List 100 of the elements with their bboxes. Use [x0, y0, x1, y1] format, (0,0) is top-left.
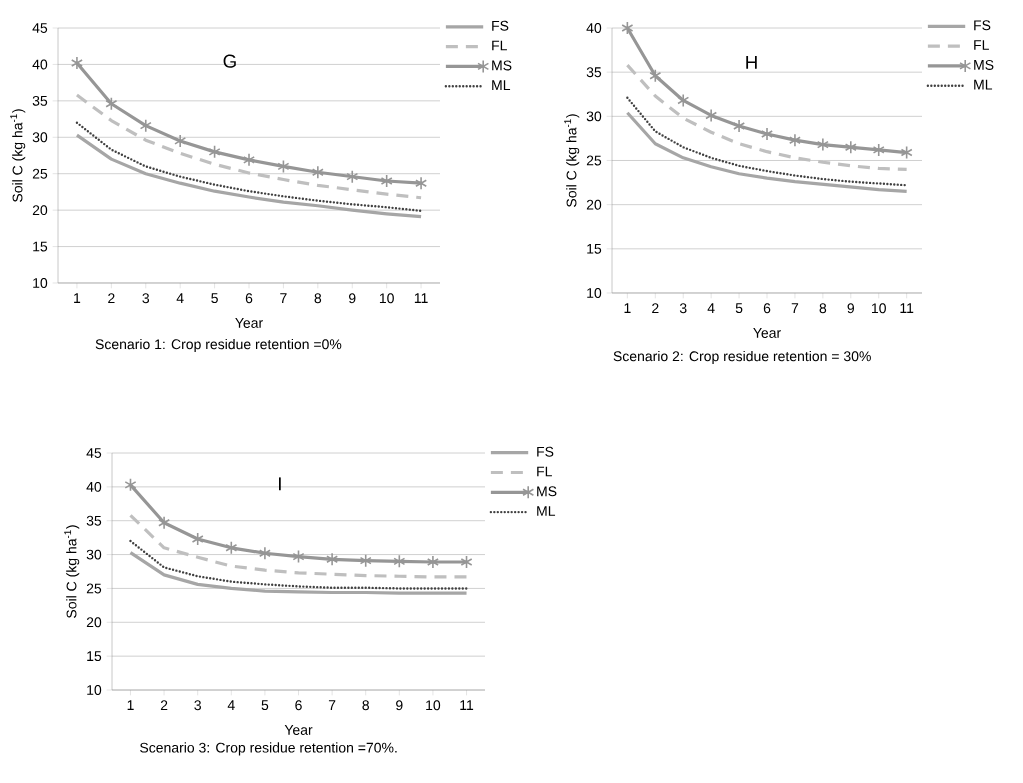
- point: [872, 143, 885, 157]
- y-tick-label: 10: [33, 278, 48, 288]
- point: [788, 133, 801, 147]
- legend-label: FS: [492, 20, 509, 31]
- legend-label: MS: [492, 60, 512, 71]
- x-tick-label: 10: [872, 303, 886, 314]
- y-tick-label: 30: [32, 132, 48, 143]
- line-series: [75, 93, 423, 200]
- text: Scenario 2: Crop residue retention = 30%: [613, 350, 871, 364]
- x-tick-label: 10: [426, 700, 441, 711]
- y-tick-label: 25: [86, 583, 102, 594]
- y-tick-label: 30: [86, 549, 102, 560]
- x-axis-title: Year: [753, 328, 781, 338]
- x-tick-label: 8: [362, 700, 369, 711]
- point: [816, 137, 829, 152]
- y-tick-label: 20: [586, 199, 602, 210]
- legend-label: MS: [974, 59, 994, 70]
- legend-label: ML: [492, 80, 511, 90]
- x-tick-label: 11: [900, 303, 914, 313]
- y-tick-label: 15: [33, 241, 48, 252]
- point: [415, 176, 428, 190]
- x-tick-label: 7: [791, 303, 799, 313]
- point: [460, 555, 473, 569]
- x-tick-label: 5: [261, 700, 269, 711]
- legend-label: FL: [974, 40, 989, 50]
- x-tick-label: 9: [847, 303, 855, 314]
- y-tick-label: 15: [87, 651, 102, 662]
- legend-label: MS: [537, 486, 557, 497]
- x-tick-label: 11: [414, 293, 428, 303]
- point: [844, 140, 857, 155]
- x-tick-label: 7: [328, 700, 336, 710]
- y-tick-label: 40: [586, 23, 602, 33]
- y-tick-label: 30: [586, 111, 602, 122]
- y-tick-label: 35: [86, 515, 102, 526]
- x-tick-label: 10: [379, 293, 394, 304]
- line-series: [75, 121, 423, 213]
- x-tick-label: 5: [735, 303, 743, 314]
- x-tick-label: 1: [624, 303, 631, 313]
- x-tick-label: 4: [176, 293, 184, 303]
- line-series: [626, 96, 908, 187]
- x-tick-label: 6: [763, 303, 771, 314]
- x-tick-label: 5: [211, 293, 218, 304]
- point: [426, 555, 439, 569]
- point: [677, 93, 690, 108]
- legend-label: ML: [974, 79, 993, 90]
- point: [292, 549, 305, 564]
- x-tick-label: 9: [349, 293, 356, 304]
- y-axis-title: Soil C (kg ha$^{-1}$): [564, 114, 580, 207]
- legend-label: FS: [537, 446, 554, 457]
- x-tick-label: 3: [142, 293, 150, 304]
- annotation: I: [278, 477, 281, 491]
- x-tick-label: 1: [74, 293, 81, 303]
- y-tick-label: 25: [32, 168, 48, 179]
- point: [649, 68, 662, 83]
- y-tick-label: 35: [32, 95, 48, 106]
- y-axis-title: Soil C (kg ha$^{-1}$): [64, 525, 80, 618]
- x-tick-label: 7: [280, 293, 287, 303]
- point: [359, 553, 372, 568]
- line-series: [75, 133, 423, 219]
- x-tick-label: 2: [160, 700, 168, 711]
- text: Scenario 3: Crop residue retention =70%.: [140, 742, 397, 756]
- y-tick-label: 35: [586, 67, 602, 78]
- x-tick-label: 1: [127, 700, 134, 710]
- x-tick-label: 8: [819, 303, 827, 314]
- point: [225, 541, 238, 555]
- point: [243, 153, 255, 167]
- x-tick-label: 6: [295, 700, 302, 711]
- point: [105, 96, 118, 111]
- x-tick-label: 2: [652, 303, 659, 314]
- point: [174, 134, 187, 148]
- point: [124, 478, 137, 492]
- point: [621, 21, 634, 35]
- legend-label: FL: [492, 40, 507, 51]
- y-axis-title: Soil C (kg ha$^{-1}$): [10, 109, 26, 202]
- point: [277, 159, 290, 174]
- point: [761, 127, 774, 141]
- x-tick-label: 4: [707, 303, 715, 313]
- x-tick-label: 2: [108, 293, 115, 304]
- point: [70, 56, 83, 70]
- legend-label: ML: [537, 506, 556, 516]
- point: [258, 546, 271, 561]
- y-tick-label: 25: [586, 155, 602, 166]
- y-tick-label: 20: [32, 205, 48, 216]
- x-tick-label: 6: [245, 293, 253, 304]
- point: [393, 554, 406, 569]
- point: [900, 145, 913, 160]
- x-tick-label: 3: [679, 303, 687, 314]
- annotation: G: [223, 54, 236, 68]
- point: [158, 515, 171, 530]
- point: [191, 532, 204, 546]
- x-tick-label: 9: [396, 700, 403, 711]
- y-tick-label: 10: [87, 685, 102, 695]
- point: [311, 165, 324, 180]
- point: [208, 145, 221, 159]
- x-axis-title: Year: [284, 725, 313, 735]
- annotation: H: [746, 56, 757, 69]
- x-tick-label: 3: [194, 700, 201, 711]
- x-axis-title: Year: [235, 318, 263, 328]
- y-tick-label: 40: [86, 481, 102, 492]
- point: [326, 552, 339, 567]
